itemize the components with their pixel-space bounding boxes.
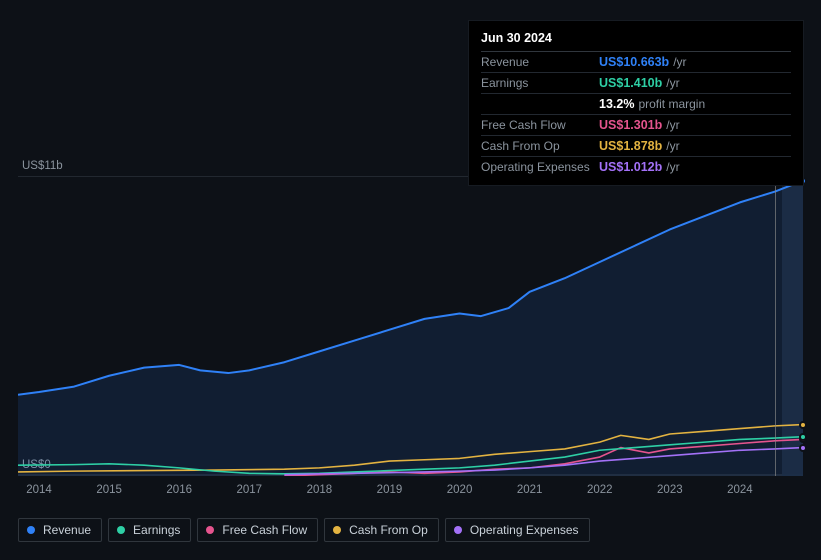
tooltip-unit: profit margin: [638, 97, 705, 111]
xaxis-tick: 2014: [26, 484, 52, 496]
chart-cursor-line: [775, 178, 776, 476]
tooltip-unit: /yr: [666, 118, 679, 132]
legend-label: Operating Expenses: [470, 523, 579, 537]
legend-item[interactable]: Operating Expenses: [445, 518, 590, 542]
tooltip-row: Free Cash FlowUS$1.301b/yr: [481, 115, 791, 136]
tooltip-value: US$1.012b: [599, 160, 662, 174]
series-end-marker: [799, 421, 807, 429]
tooltip-row: RevenueUS$10.663b/yr: [481, 52, 791, 73]
tooltip-unit: /yr: [666, 139, 679, 153]
tooltip-label: Revenue: [481, 55, 599, 69]
tooltip-value: 13.2%: [599, 97, 634, 111]
series-end-marker: [799, 444, 807, 452]
legend-dot-icon: [117, 526, 125, 534]
xaxis-tick: 2023: [657, 484, 683, 496]
xaxis-tick: 2016: [166, 484, 192, 496]
legend-item[interactable]: Revenue: [18, 518, 102, 542]
legend-item[interactable]: Cash From Op: [324, 518, 439, 542]
xaxis-tick: 2019: [377, 484, 403, 496]
tooltip-label: Free Cash Flow: [481, 118, 599, 132]
legend-dot-icon: [333, 526, 341, 534]
tooltip-row: EarningsUS$1.410b/yr: [481, 73, 791, 94]
xaxis: 2014 2015 2016 2017 2018 2019 2020 2021 2022 2023…: [18, 484, 803, 500]
tooltip-label: Operating Expenses: [481, 160, 599, 174]
tooltip-label: Earnings: [481, 76, 599, 90]
xaxis-tick: 2020: [447, 484, 473, 496]
chart-tooltip: Jun 30 2024 RevenueUS$10.663b/yrEarnings…: [468, 20, 804, 186]
tooltip-label: Cash From Op: [481, 139, 599, 153]
xaxis-tick: 2015: [96, 484, 122, 496]
legend-dot-icon: [206, 526, 214, 534]
tooltip-unit: /yr: [673, 55, 686, 69]
legend-label: Earnings: [133, 523, 180, 537]
legend-label: Revenue: [43, 523, 91, 537]
legend-label: Free Cash Flow: [222, 523, 307, 537]
legend: Revenue Earnings Free Cash Flow Cash From O…: [18, 518, 590, 542]
tooltip-row: Operating ExpensesUS$1.012b/yr: [481, 157, 791, 177]
legend-dot-icon: [454, 526, 462, 534]
tooltip-row: 13.2% profit margin: [481, 94, 791, 115]
xaxis-tick: 2018: [307, 484, 333, 496]
xaxis-tick: 2017: [236, 484, 262, 496]
tooltip-date: Jun 30 2024: [481, 27, 791, 52]
legend-item[interactable]: Earnings: [108, 518, 191, 542]
tooltip-unit: /yr: [666, 160, 679, 174]
tooltip-value: US$1.410b: [599, 76, 662, 90]
tooltip-value: US$1.301b: [599, 118, 662, 132]
legend-dot-icon: [27, 526, 35, 534]
xaxis-tick: 2021: [517, 484, 543, 496]
tooltip-value: US$1.878b: [599, 139, 662, 153]
line-chart[interactable]: [18, 178, 803, 476]
legend-item[interactable]: Free Cash Flow: [197, 518, 318, 542]
series-end-marker: [799, 433, 807, 441]
tooltip-row: Cash From OpUS$1.878b/yr: [481, 136, 791, 157]
xaxis-tick: 2024: [727, 484, 753, 496]
tooltip-unit: /yr: [666, 76, 679, 90]
tooltip-value: US$10.663b: [599, 55, 669, 69]
xaxis-tick: 2022: [587, 484, 613, 496]
yaxis-label-top: US$11b: [22, 160, 63, 172]
legend-label: Cash From Op: [349, 523, 428, 537]
